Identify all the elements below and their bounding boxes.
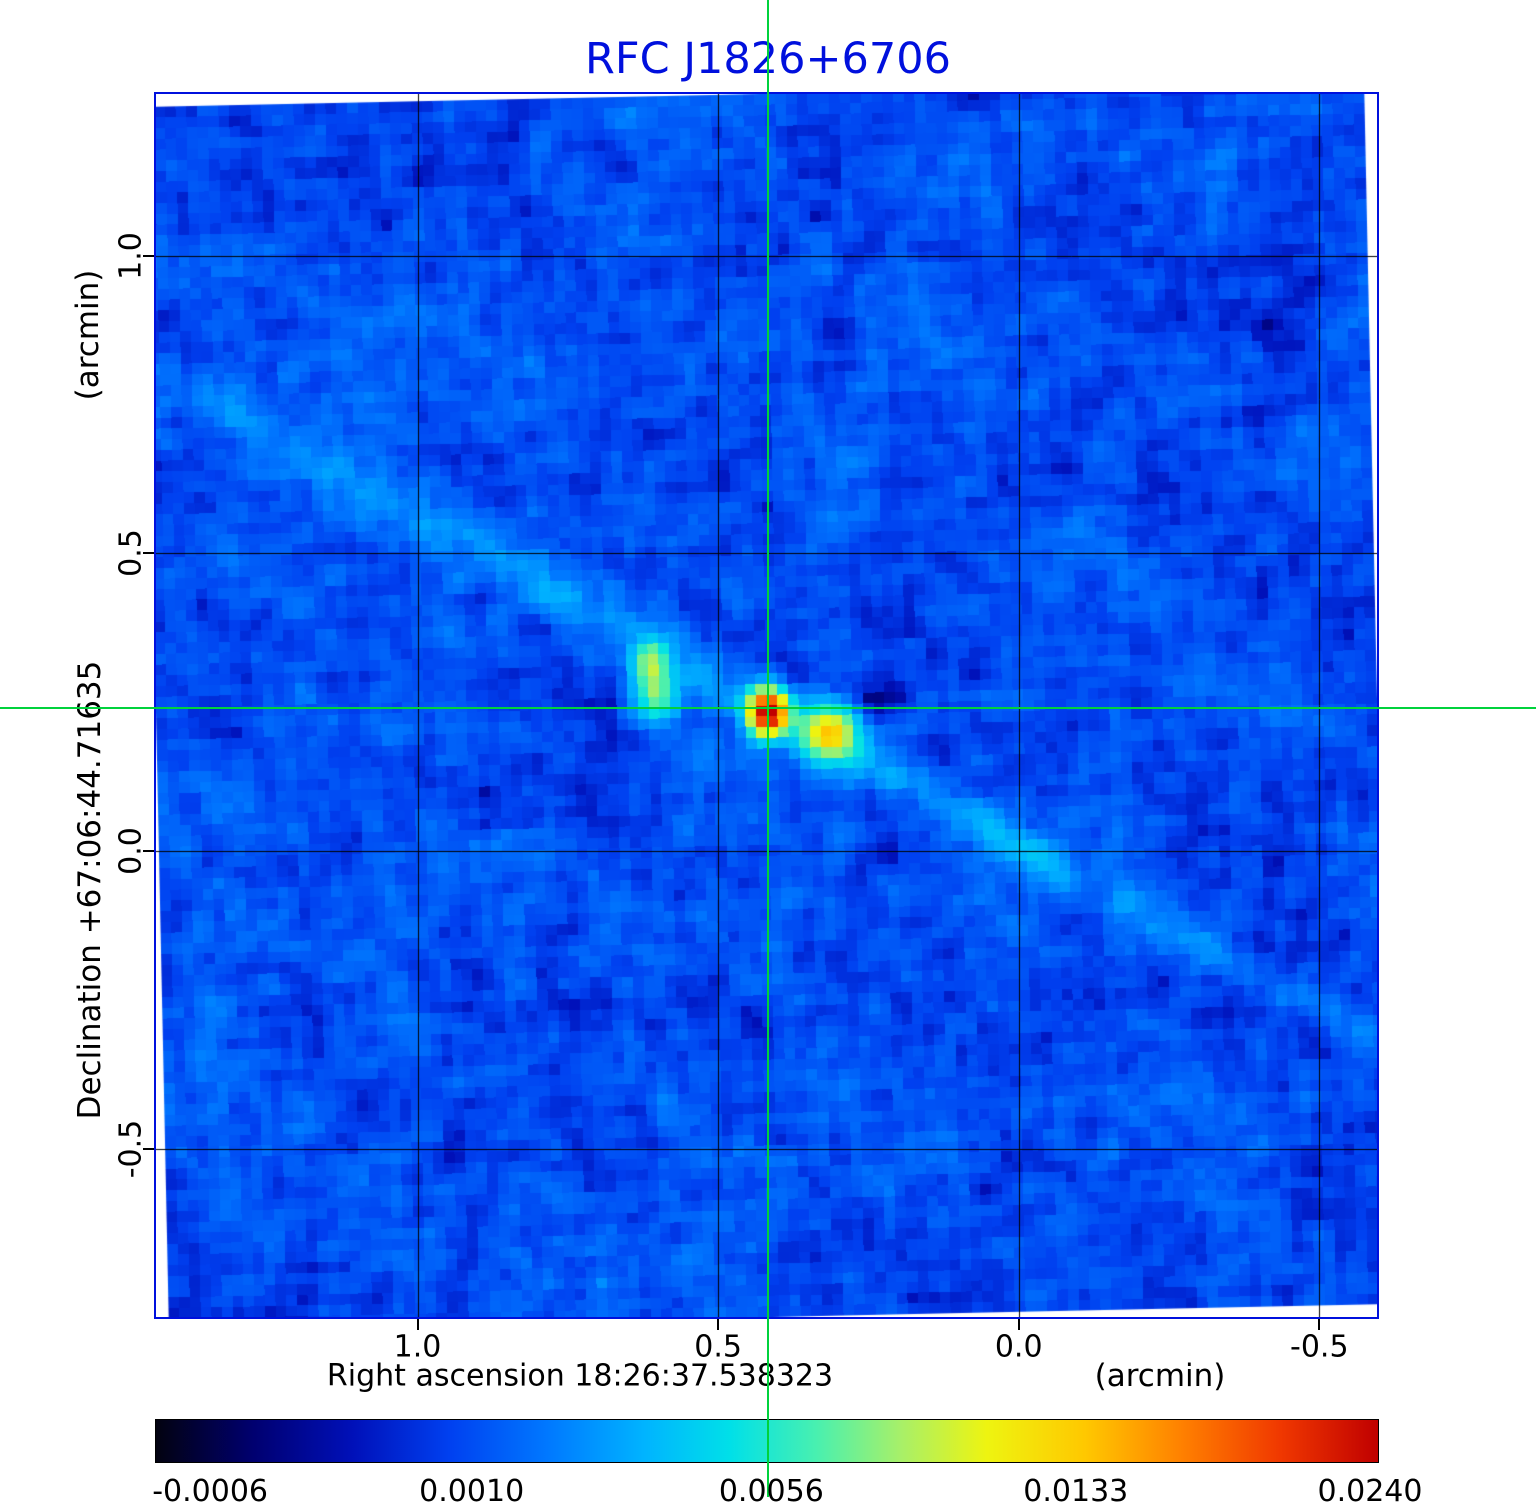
- y-axis-tickmark: [143, 1147, 154, 1150]
- y-axis-label: Declination +67:06:44.71635: [72, 660, 108, 1120]
- y-axis-tickmark: [143, 552, 154, 555]
- x-axis-tick-label: 0.5: [694, 1329, 742, 1365]
- x-axis-unit: (arcmin): [1094, 1358, 1226, 1394]
- y-axis-tick-label: 1.0: [113, 232, 149, 280]
- crosshair-vertical-line: [767, 0, 769, 1497]
- x-axis-tick-label: -0.5: [1290, 1329, 1349, 1365]
- colorbar-tick-label: 0.0240: [1317, 1474, 1423, 1509]
- y-axis-tick-label: 0.0: [113, 827, 149, 875]
- x-axis-tickmark: [1017, 1319, 1020, 1330]
- colorbar-tick-label: -0.0006: [152, 1474, 269, 1509]
- y-axis-tick-label: 0.5: [113, 529, 149, 578]
- y-axis-unit: (arcmin): [70, 269, 106, 401]
- x-axis-label: Right ascension 18:26:37.538323: [326, 1358, 834, 1394]
- crosshair-horizontal-line: [0, 707, 1536, 710]
- colorbar-tick-label: 0.0010: [419, 1474, 525, 1509]
- y-axis-tickmark: [143, 254, 154, 257]
- x-axis-tick-label: 0.0: [994, 1329, 1043, 1365]
- heatmap-image: [156, 94, 1377, 1317]
- x-axis-tickmark: [416, 1319, 419, 1330]
- y-axis-tickmark: [143, 850, 154, 852]
- colorbar-tick-label: 0.0133: [1023, 1474, 1129, 1509]
- colorbar-tick-label: 0.0056: [718, 1474, 824, 1509]
- x-axis-tickmark: [1318, 1319, 1321, 1330]
- x-axis-tick-label: 1.0: [393, 1329, 442, 1365]
- plot-area: [154, 92, 1379, 1319]
- y-axis-tick-label: -0.5: [113, 1119, 149, 1178]
- x-axis-tickmark: [717, 1319, 720, 1330]
